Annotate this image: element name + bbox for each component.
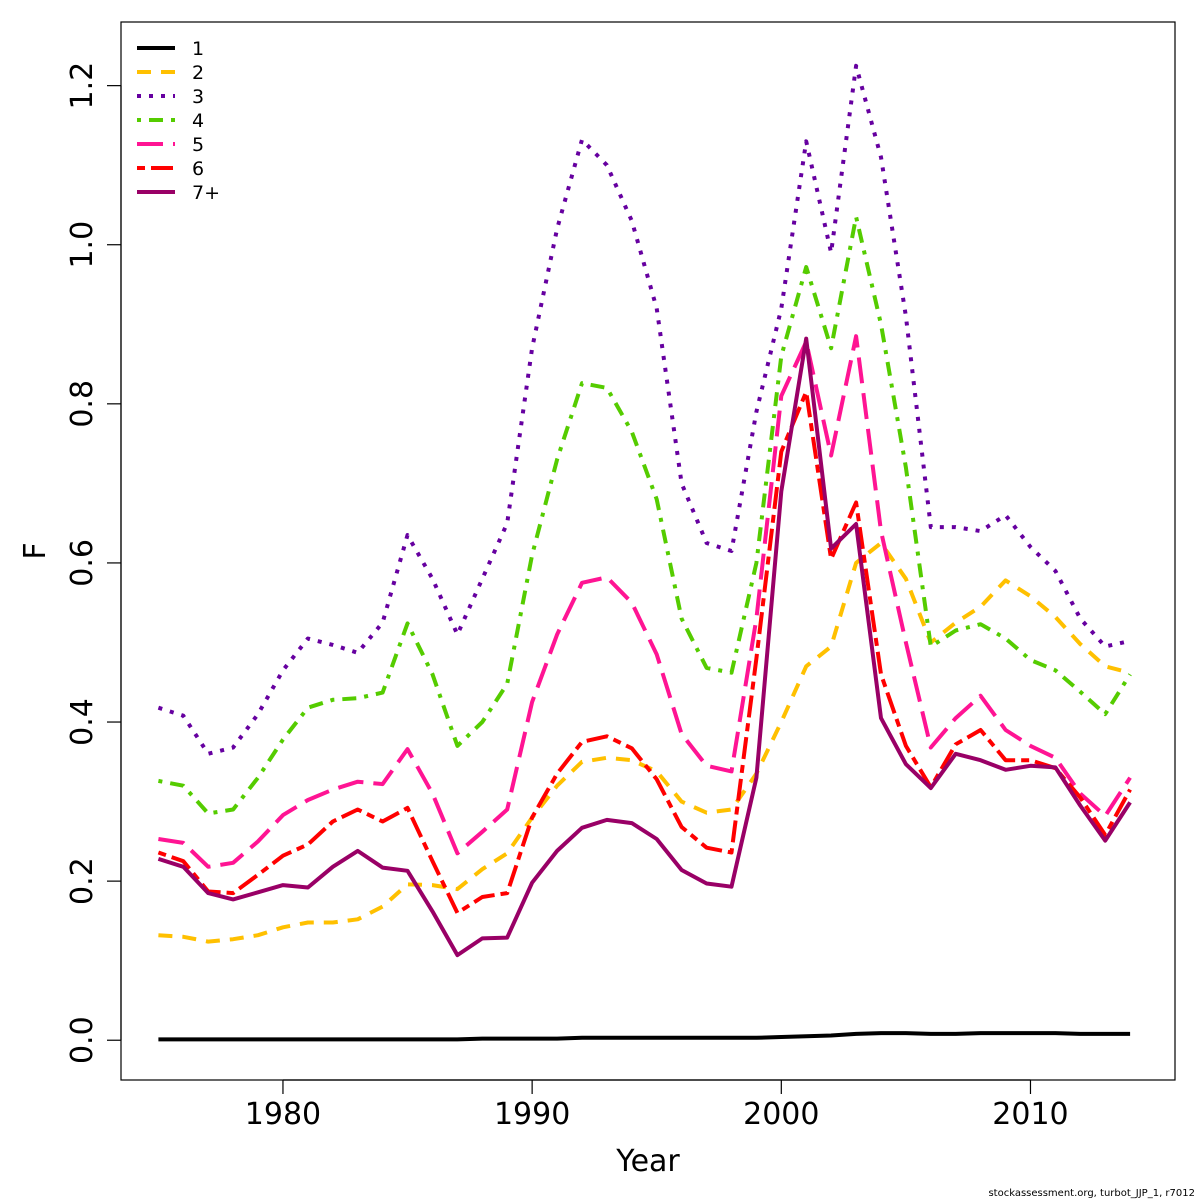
series-line-5 — [158, 334, 1132, 869]
y-axis: 0.0 0.2 0.4 0.6 0.8 1.0 1.2 — [65, 62, 122, 1064]
series-line-3 — [157, 63, 1131, 756]
y-tick-label: 0.6 — [65, 539, 100, 587]
legend-label-3: 3 — [192, 86, 204, 108]
series-line-6 — [157, 389, 1132, 915]
y-axis-title: F — [18, 542, 53, 559]
series-line-2 — [158, 541, 1131, 944]
y-tick-label: 0.2 — [65, 857, 100, 905]
credit-text: stockassessment.org, turbot_JJP_1, r7012 — [988, 1188, 1195, 1199]
y-tick-label: 0.4 — [65, 698, 100, 746]
y-tick-label: 0.8 — [65, 380, 100, 428]
series-line-4 — [158, 214, 1132, 816]
legend-label-4: 4 — [192, 110, 204, 132]
x-tick-label: 1980 — [245, 1097, 321, 1132]
y-tick-label: 1.0 — [65, 221, 100, 269]
series-line-7 — [157, 336, 1132, 958]
x-tick-label: 2000 — [743, 1097, 819, 1132]
legend-label-5: 5 — [192, 134, 204, 156]
legend-label-6: 6 — [192, 158, 204, 180]
series-line-1 — [158, 1031, 1131, 1042]
y-tick-label: 0.0 — [65, 1016, 100, 1064]
x-axis: 1980 1990 2000 2010 — [245, 1079, 1069, 1132]
x-tick-label: 2010 — [992, 1097, 1068, 1132]
legend-label-2: 2 — [192, 62, 204, 84]
legend-label-7: 7+ — [192, 182, 220, 204]
y-tick-label: 1.2 — [65, 62, 100, 110]
series-layer — [157, 63, 1132, 1042]
x-tick-label: 1990 — [494, 1097, 570, 1132]
legend-label-1: 1 — [192, 38, 204, 60]
x-axis-title: Year — [615, 1144, 680, 1179]
